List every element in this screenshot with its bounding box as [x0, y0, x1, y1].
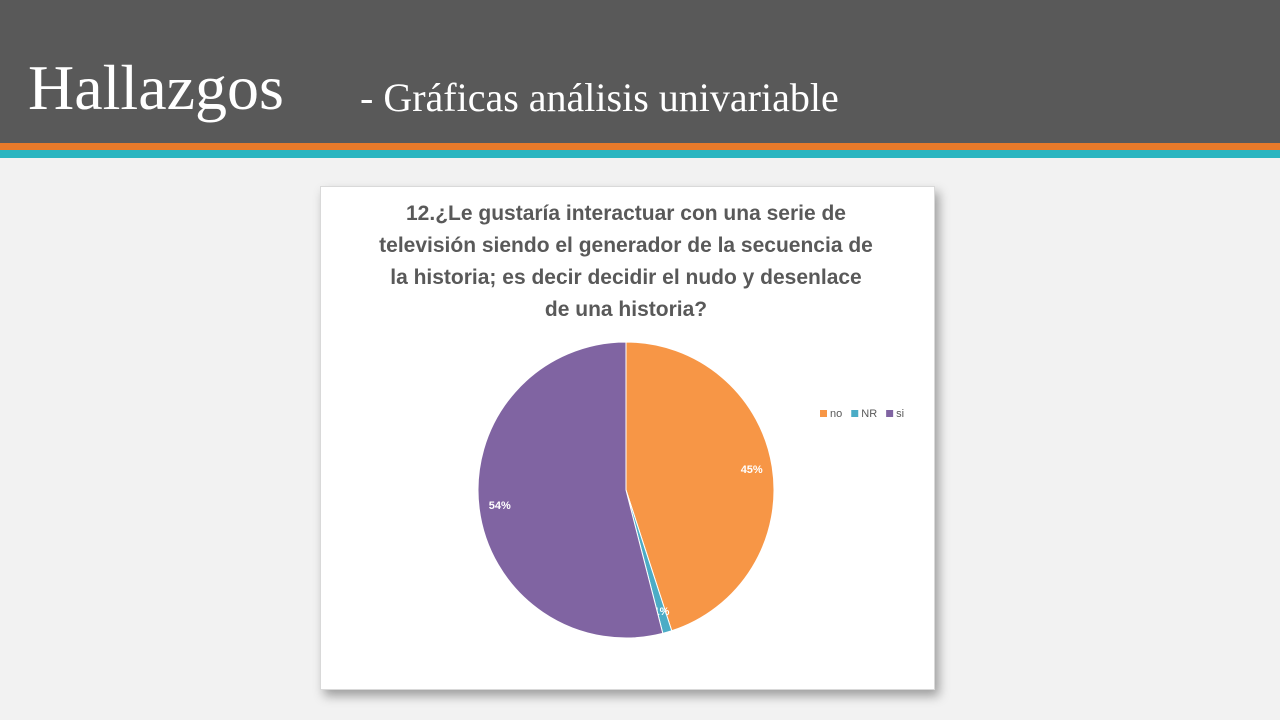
legend-swatch: [851, 410, 859, 417]
legend-swatch: [820, 410, 827, 417]
legend-label: si: [896, 408, 904, 420]
slide-title: Hallazgos: [28, 52, 284, 123]
teal-stripe: [0, 150, 1280, 158]
orange-stripe: [0, 143, 1280, 150]
data-label: 54%: [489, 500, 511, 512]
legend-swatch: [886, 410, 894, 417]
slide-subtitle: - Gráficas análisis univariable: [360, 75, 839, 120]
legend-label: no: [830, 408, 842, 420]
legend-box: [811, 403, 908, 425]
header-bar: [0, 0, 1280, 143]
legend-label: NR: [861, 408, 877, 420]
pie-slice: [625, 341, 775, 632]
chart-title: 12.¿Le gustaría interactuar con una seri…: [379, 202, 873, 321]
pie-slice: [477, 341, 664, 639]
data-label: 45%: [741, 464, 763, 476]
